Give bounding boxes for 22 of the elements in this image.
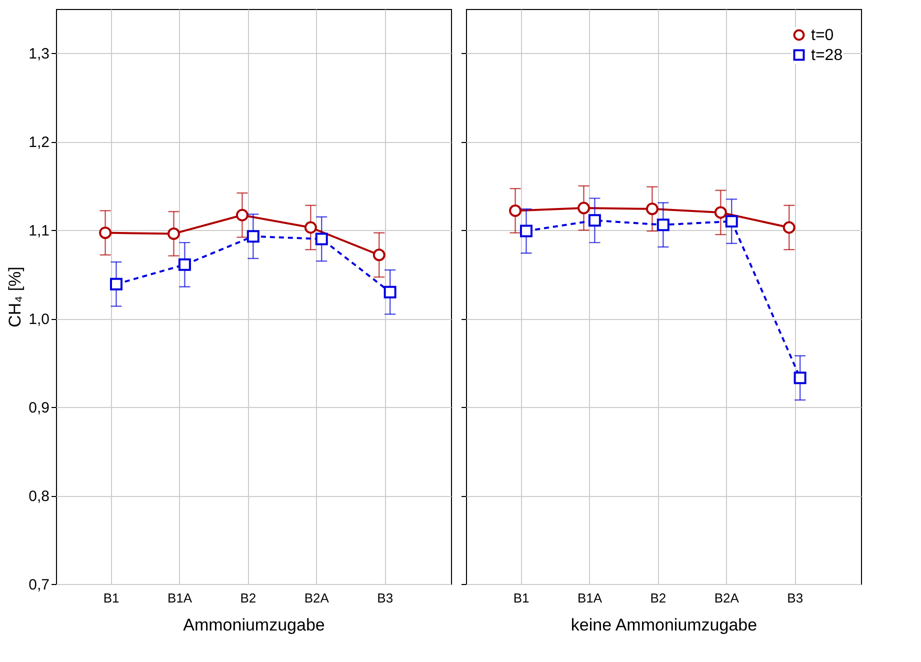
y-tick-label: 0,7 <box>28 576 50 594</box>
x-tick-label: B1A <box>167 590 192 606</box>
y-tick-label: 1,3 <box>28 46 50 63</box>
y-tick-label: 0,9 <box>28 400 50 417</box>
legend-label: t=28 <box>811 47 843 64</box>
x-tick-label: B2 <box>650 590 666 606</box>
x-tick-label: B2A <box>304 590 330 606</box>
x-tick-label: B2A <box>714 590 740 606</box>
legend-label: t=0 <box>811 27 834 44</box>
y-tick-label: 1,1 <box>28 222 50 240</box>
x-tick-label: B2 <box>240 590 256 606</box>
y-tick-label: 1,2 <box>28 134 50 152</box>
x-axis-title: keine Ammoniumzugabe <box>570 616 758 634</box>
y-tick-label: 1,0 <box>28 311 50 328</box>
x-tick-label: B1 <box>103 590 120 606</box>
x-tick-label: B3 <box>787 590 804 606</box>
x-axis-title: Ammoniumzugabe <box>183 616 325 634</box>
y-axis-title: CH₄ [%] <box>6 266 25 328</box>
x-tick-label: B1A <box>577 590 602 606</box>
y-tick-label: 0,8 <box>28 488 50 506</box>
x-tick-label: B3 <box>377 590 394 606</box>
x-tick-label: B1 <box>513 590 530 606</box>
